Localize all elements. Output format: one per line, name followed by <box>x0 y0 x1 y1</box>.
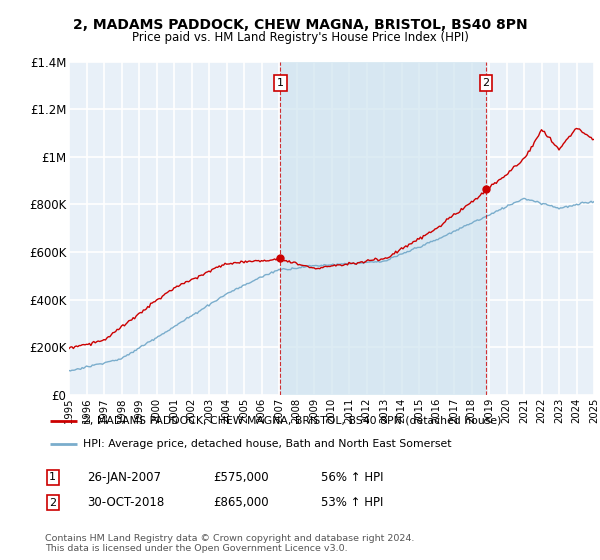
Text: 53% ↑ HPI: 53% ↑ HPI <box>321 496 383 510</box>
Text: 30-OCT-2018: 30-OCT-2018 <box>87 496 164 510</box>
Text: Price paid vs. HM Land Registry's House Price Index (HPI): Price paid vs. HM Land Registry's House … <box>131 31 469 44</box>
Text: 1: 1 <box>49 472 56 482</box>
Text: 56% ↑ HPI: 56% ↑ HPI <box>321 470 383 484</box>
Text: HPI: Average price, detached house, Bath and North East Somerset: HPI: Average price, detached house, Bath… <box>83 439 451 449</box>
Text: Contains HM Land Registry data © Crown copyright and database right 2024.
This d: Contains HM Land Registry data © Crown c… <box>45 534 415 553</box>
Bar <box>280 62 486 395</box>
Text: 2: 2 <box>49 498 56 508</box>
Text: 26-JAN-2007: 26-JAN-2007 <box>87 470 161 484</box>
Text: 2, MADAMS PADDOCK, CHEW MAGNA, BRISTOL, BS40 8PN: 2, MADAMS PADDOCK, CHEW MAGNA, BRISTOL, … <box>73 18 527 32</box>
Text: £865,000: £865,000 <box>213 496 269 510</box>
Text: £575,000: £575,000 <box>213 470 269 484</box>
Text: 1: 1 <box>277 78 284 88</box>
Text: 2, MADAMS PADDOCK, CHEW MAGNA, BRISTOL, BS40 8PN (detached house): 2, MADAMS PADDOCK, CHEW MAGNA, BRISTOL, … <box>83 416 501 426</box>
Text: 2: 2 <box>482 78 490 88</box>
